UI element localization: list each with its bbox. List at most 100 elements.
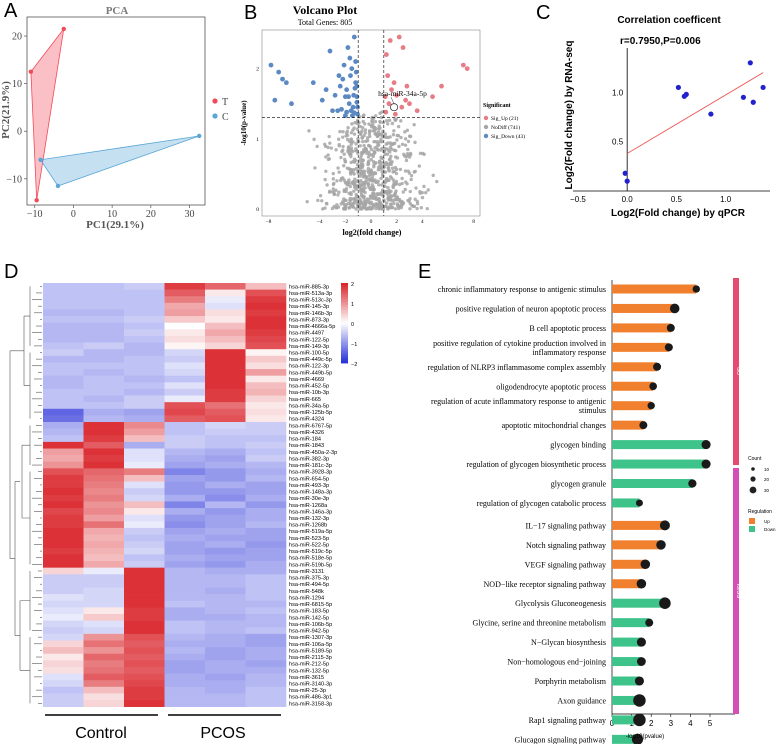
heatmap-cell bbox=[43, 309, 84, 317]
colorbar-segment bbox=[341, 331, 348, 334]
colorbar-segment bbox=[341, 335, 348, 338]
heatmap-cell bbox=[83, 627, 125, 635]
colorbar-segment bbox=[341, 333, 348, 336]
heatmap-cell bbox=[43, 422, 84, 429]
heatmap-cell bbox=[124, 653, 165, 661]
volcano-point-nodiff bbox=[379, 155, 383, 159]
heatmap-cell bbox=[43, 316, 84, 324]
heatmap-cell bbox=[83, 614, 125, 621]
enrichment-bar bbox=[612, 520, 665, 530]
heatmap-row-label: hsa-miR-149-3p bbox=[289, 344, 329, 350]
heatmap-row-label: hsa-miR-4324 bbox=[289, 417, 324, 423]
heatmap-cell bbox=[245, 514, 287, 522]
volcano-point-nodiff bbox=[332, 190, 336, 195]
heatmap-cell bbox=[124, 481, 165, 489]
heatmap-row-label: hsa-miR-4497 bbox=[289, 331, 324, 337]
heatmap-cell bbox=[205, 382, 246, 390]
volcano-point-nodiff bbox=[374, 180, 378, 185]
volcano-point-down bbox=[336, 73, 342, 79]
volcano-point-nodiff bbox=[331, 171, 335, 176]
colorbar-segment bbox=[341, 287, 348, 290]
heatmap-cell bbox=[124, 289, 165, 297]
heatmap-cell bbox=[164, 448, 206, 456]
heatmap-cell bbox=[164, 415, 206, 423]
volcano-point-nodiff bbox=[361, 119, 365, 124]
heatmap-cell bbox=[245, 395, 287, 403]
heatmap-cell bbox=[164, 620, 206, 628]
heatmap-cell bbox=[164, 455, 206, 463]
correlation-panel: C Correlation coefficent r=0.7950,P=0.00… bbox=[536, 2, 770, 219]
colorbar-segment bbox=[341, 349, 348, 352]
heatmap-row-label: hsa-miR-6815-5p bbox=[289, 602, 332, 608]
heatmap-row-label: hsa-miR-34a-5p bbox=[289, 403, 329, 409]
volcano-point-nodiff bbox=[348, 184, 353, 189]
heatmap-cell bbox=[245, 527, 287, 535]
volcano-point-nodiff bbox=[389, 154, 393, 159]
volcano-point-nodiff bbox=[389, 203, 393, 207]
heatmap-cell bbox=[164, 587, 206, 595]
volcano-point-down bbox=[342, 113, 348, 119]
volcano-point-nodiff bbox=[393, 207, 398, 211]
heatmap-row-label: hsa-miR-513c-3p bbox=[289, 298, 332, 304]
pca-hull-c bbox=[39, 135, 200, 187]
colorbar-segment bbox=[341, 299, 348, 302]
volcano-point-nodiff bbox=[354, 142, 358, 146]
heatmap-cell bbox=[245, 567, 287, 575]
volcano-point-nodiff bbox=[383, 180, 387, 185]
volcano-point-nodiff bbox=[352, 157, 357, 161]
volcano-point-nodiff bbox=[341, 144, 345, 149]
colorbar-segment bbox=[341, 311, 348, 314]
heatmap-cell bbox=[124, 388, 165, 396]
enrichment-term-label: stimulus bbox=[579, 406, 606, 415]
heatmap-cell bbox=[164, 329, 206, 337]
heatmap-cell bbox=[124, 514, 165, 522]
volcano-point-down bbox=[345, 45, 351, 50]
volcano-point-nodiff bbox=[352, 182, 356, 186]
volcano-point-nodiff bbox=[402, 152, 406, 157]
heatmap-cell bbox=[245, 289, 287, 297]
volcano-point-down bbox=[344, 87, 350, 93]
heatmap-cell bbox=[43, 521, 84, 529]
heatmap-cell bbox=[124, 580, 165, 588]
correlation-x-label: Log2(Fold change) by qPCR bbox=[611, 208, 746, 219]
volcano-highlight-leader bbox=[390, 97, 395, 105]
heatmap-row-label: hsa-miR-522-5p bbox=[289, 542, 329, 548]
volcano-point-nodiff bbox=[326, 157, 331, 162]
volcano-x-tick-label: 8 bbox=[472, 219, 475, 225]
volcano-point-down bbox=[349, 66, 355, 72]
heatmap-cell bbox=[245, 342, 287, 350]
correlation-point bbox=[747, 60, 753, 66]
volcano-point-nodiff bbox=[377, 183, 381, 187]
heatmap-cell bbox=[83, 600, 125, 608]
heatmap-cell bbox=[83, 322, 125, 330]
heatmap-cell bbox=[124, 435, 165, 443]
heatmap-row-label: hsa-miR-450a-2-3p bbox=[289, 450, 337, 456]
heatmap-cell bbox=[205, 660, 246, 668]
heatmap-cell bbox=[43, 673, 84, 681]
volcano-point-nodiff bbox=[403, 137, 408, 141]
volcano-legend-nodiff: NoDiff (741) bbox=[491, 124, 520, 131]
volcano-point-nodiff bbox=[371, 192, 375, 196]
volcano-point-down bbox=[280, 76, 285, 82]
volcano-x-tick-label: −4 bbox=[317, 219, 323, 225]
volcano-point-nodiff bbox=[339, 176, 344, 181]
heatmap-cell bbox=[83, 468, 125, 476]
heatmap-cell bbox=[124, 541, 165, 549]
heatmap-cell bbox=[83, 302, 125, 310]
volcano-point-nodiff bbox=[361, 139, 365, 144]
volcano-point-nodiff bbox=[364, 148, 368, 153]
volcano-point-nodiff bbox=[379, 202, 383, 206]
heatmap-row-label: hsa-miR-513a-3p bbox=[289, 291, 332, 297]
heatmap-row-label: hsa-miR-1307-3p bbox=[289, 635, 332, 641]
pca-x-tick-label: −10 bbox=[27, 209, 43, 220]
enrichment-count-dot bbox=[653, 362, 662, 371]
volcano-point-nodiff bbox=[422, 184, 426, 189]
volcano-point-nodiff bbox=[362, 199, 367, 204]
heatmap-cell bbox=[124, 693, 165, 701]
volcano-point-nodiff bbox=[395, 195, 399, 199]
heatmap-row-label: hsa-miR-5189-5p bbox=[289, 648, 332, 654]
volcano-point-nodiff bbox=[324, 155, 328, 159]
volcano-point-up bbox=[392, 111, 398, 117]
volcano-y-label: -log10(p-value) bbox=[240, 100, 248, 146]
